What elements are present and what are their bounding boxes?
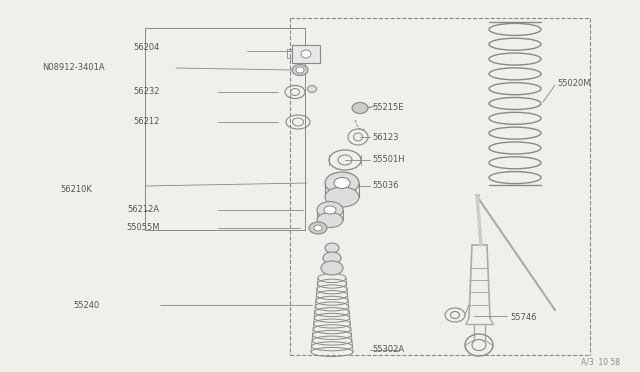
Text: 56212A: 56212A xyxy=(128,205,160,215)
Ellipse shape xyxy=(314,225,322,231)
Text: 56212: 56212 xyxy=(134,118,160,126)
Ellipse shape xyxy=(324,206,336,214)
Ellipse shape xyxy=(309,222,327,234)
Ellipse shape xyxy=(323,252,341,264)
Ellipse shape xyxy=(325,172,359,194)
Ellipse shape xyxy=(307,86,317,93)
Ellipse shape xyxy=(352,103,368,113)
Ellipse shape xyxy=(321,261,343,275)
Text: 56232: 56232 xyxy=(134,87,160,96)
Text: 55746: 55746 xyxy=(510,314,536,323)
Text: 55055M: 55055M xyxy=(127,224,160,232)
Ellipse shape xyxy=(325,187,359,207)
Polygon shape xyxy=(292,45,320,63)
Ellipse shape xyxy=(317,202,343,218)
Ellipse shape xyxy=(301,50,311,58)
Ellipse shape xyxy=(317,212,343,228)
Text: 56123: 56123 xyxy=(372,132,399,141)
Text: 56204: 56204 xyxy=(134,44,160,52)
Text: 55501H: 55501H xyxy=(372,155,404,164)
Text: A/3  10 58: A/3 10 58 xyxy=(581,357,620,366)
Text: 55240: 55240 xyxy=(74,301,100,310)
Text: 55020M: 55020M xyxy=(557,78,591,87)
Text: N08912-3401A: N08912-3401A xyxy=(42,64,105,73)
Ellipse shape xyxy=(325,243,339,253)
Ellipse shape xyxy=(334,177,350,189)
Text: 55036: 55036 xyxy=(372,182,399,190)
Text: 56210K: 56210K xyxy=(60,186,92,195)
Ellipse shape xyxy=(292,64,308,76)
Text: 55302A: 55302A xyxy=(372,346,404,355)
Text: 55215E: 55215E xyxy=(372,103,403,112)
Ellipse shape xyxy=(296,67,304,73)
